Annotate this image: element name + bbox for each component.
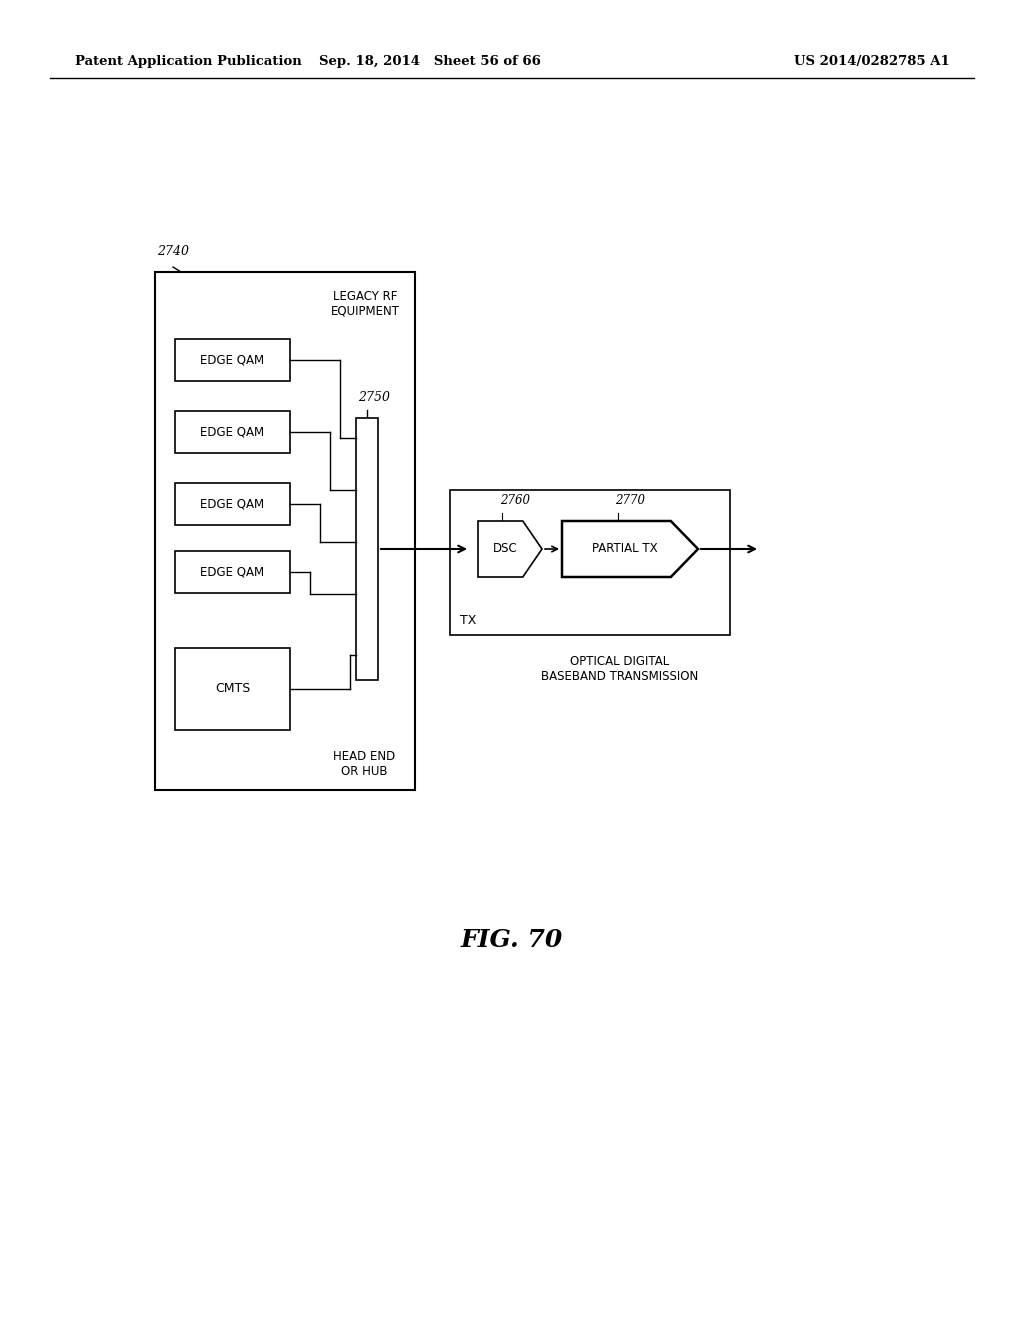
Text: FIG. 70: FIG. 70 <box>461 928 563 952</box>
Bar <box>356 418 378 680</box>
Bar <box>175 550 290 593</box>
Text: 2760: 2760 <box>500 494 530 507</box>
Polygon shape <box>562 521 698 577</box>
Bar <box>175 339 290 381</box>
Text: EDGE QAM: EDGE QAM <box>201 354 264 367</box>
Bar <box>175 483 290 525</box>
Text: TX: TX <box>460 614 476 627</box>
Text: 2740: 2740 <box>157 246 189 257</box>
Text: EDGE QAM: EDGE QAM <box>201 498 264 511</box>
Text: CMTS: CMTS <box>215 682 250 696</box>
Bar <box>175 648 290 730</box>
Text: DSC: DSC <box>493 543 517 556</box>
Text: PARTIAL TX: PARTIAL TX <box>592 543 657 556</box>
Bar <box>175 411 290 453</box>
Text: 2750: 2750 <box>358 391 390 404</box>
Text: HEAD END
OR HUB: HEAD END OR HUB <box>333 750 395 777</box>
Text: LEGACY RF
EQUIPMENT: LEGACY RF EQUIPMENT <box>331 290 400 318</box>
Text: Sep. 18, 2014   Sheet 56 of 66: Sep. 18, 2014 Sheet 56 of 66 <box>319 55 541 69</box>
Bar <box>450 490 730 635</box>
Text: EDGE QAM: EDGE QAM <box>201 425 264 438</box>
Text: US 2014/0282785 A1: US 2014/0282785 A1 <box>795 55 950 69</box>
Text: 2770: 2770 <box>615 494 645 507</box>
Polygon shape <box>478 521 542 577</box>
Text: Patent Application Publication: Patent Application Publication <box>75 55 302 69</box>
Text: OPTICAL DIGITAL
BASEBAND TRANSMISSION: OPTICAL DIGITAL BASEBAND TRANSMISSION <box>542 655 698 682</box>
Bar <box>155 272 415 789</box>
Text: EDGE QAM: EDGE QAM <box>201 565 264 578</box>
